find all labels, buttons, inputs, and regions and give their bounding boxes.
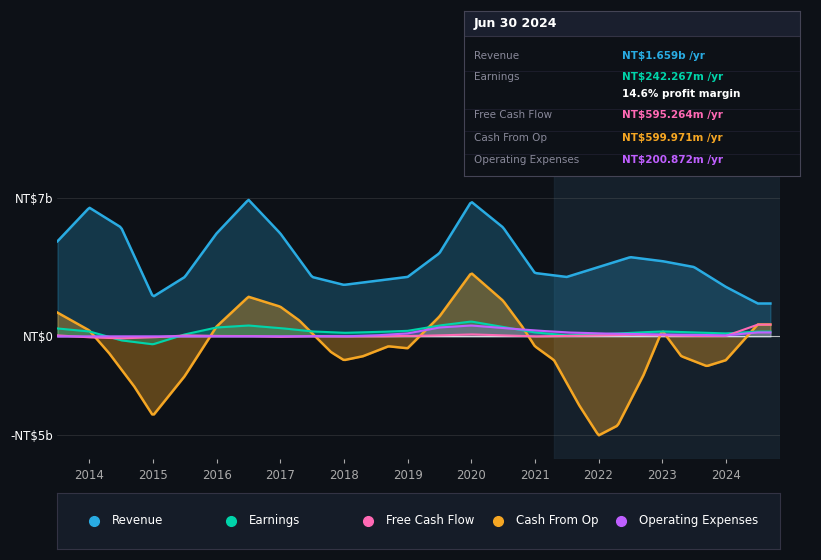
FancyBboxPatch shape [464, 11, 800, 36]
Text: Free Cash Flow: Free Cash Flow [386, 514, 475, 528]
Text: Free Cash Flow: Free Cash Flow [474, 110, 552, 120]
Text: NT$1.659b /yr: NT$1.659b /yr [622, 51, 705, 61]
Text: NT$242.267m /yr: NT$242.267m /yr [622, 72, 723, 82]
Text: Cash From Op: Cash From Op [516, 514, 599, 528]
Text: Revenue: Revenue [474, 51, 519, 61]
Text: Earnings: Earnings [474, 72, 520, 82]
Text: 14.6% profit margin: 14.6% profit margin [622, 89, 741, 99]
Text: Operating Expenses: Operating Expenses [639, 514, 759, 528]
Text: Cash From Op: Cash From Op [474, 133, 547, 143]
Text: Operating Expenses: Operating Expenses [474, 155, 579, 165]
Text: Jun 30 2024: Jun 30 2024 [474, 17, 557, 30]
Text: NT$200.872m /yr: NT$200.872m /yr [622, 155, 723, 165]
Text: Earnings: Earnings [249, 514, 300, 528]
Text: NT$595.264m /yr: NT$595.264m /yr [622, 110, 723, 120]
Text: Revenue: Revenue [112, 514, 163, 528]
Text: NT$599.971m /yr: NT$599.971m /yr [622, 133, 722, 143]
Bar [554, 168, 780, 459]
